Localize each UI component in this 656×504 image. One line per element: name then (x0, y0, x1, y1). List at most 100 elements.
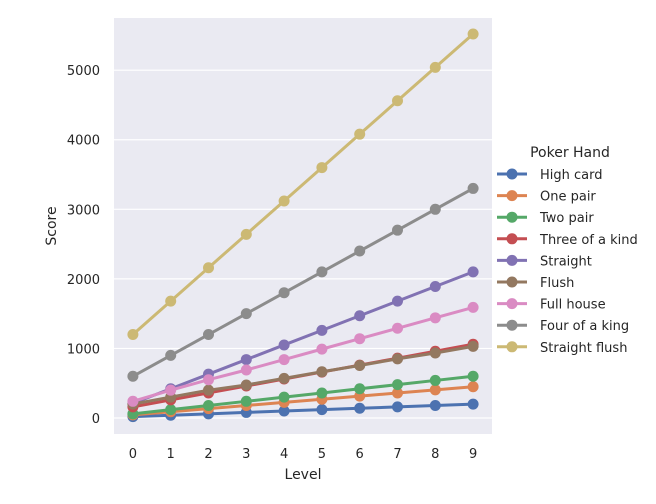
legend-item: Three of a kind (497, 233, 638, 248)
data-point (127, 329, 139, 341)
series-line (131, 344, 475, 406)
legend-item: Full house (497, 298, 606, 313)
legend-item: Four of a king (497, 319, 629, 334)
data-point (203, 262, 214, 274)
legend-label: High card (540, 168, 603, 183)
legend-marker (506, 341, 518, 353)
data-point (316, 324, 328, 336)
data-point (392, 322, 403, 334)
legend-marker (506, 233, 518, 245)
data-point (354, 359, 366, 371)
data-point (278, 372, 290, 384)
y-tick-label: 2000 (67, 273, 100, 288)
data-point (278, 391, 290, 403)
data-point (240, 395, 252, 407)
legend-item: Two pair (497, 211, 594, 226)
data-point (429, 399, 441, 411)
data-point (316, 343, 328, 355)
data-point (429, 312, 441, 324)
y-tick-label: 4000 (67, 134, 100, 149)
data-point (392, 353, 403, 365)
data-point (165, 384, 177, 396)
series-2 (127, 370, 479, 420)
data-point (278, 339, 290, 351)
data-point (467, 370, 479, 382)
data-point (354, 333, 366, 345)
data-point (203, 399, 214, 411)
data-point (278, 405, 290, 417)
x-tick-label: 2 (204, 447, 212, 462)
legend-label: Full house (540, 298, 606, 313)
series-5 (127, 340, 479, 410)
series-line (131, 186, 475, 378)
data-point (316, 404, 328, 416)
data-point (240, 364, 252, 376)
legend-label: Three of a kind (539, 233, 638, 248)
data-point (316, 162, 328, 174)
x-tick-label: 7 (393, 447, 401, 462)
x-tick-label: 3 (242, 447, 250, 462)
series-line (131, 374, 475, 416)
legend: Poker Hand High card One pair Two pair Thre… (497, 145, 638, 356)
legend-marker (506, 298, 518, 310)
x-tick-label: 5 (318, 447, 326, 462)
data-point (429, 374, 441, 386)
data-point (354, 383, 366, 395)
x-tick-label: 8 (431, 447, 439, 462)
data-point (278, 354, 290, 366)
data-point (165, 295, 177, 307)
legend-items: High card One pair Two pair Three of a kind… (497, 168, 638, 356)
legend-label: Two pair (539, 211, 594, 226)
gridlines (114, 69, 492, 419)
data-point (467, 266, 479, 278)
data-point (392, 387, 403, 399)
legend-marker (506, 319, 518, 331)
data-point (354, 402, 366, 414)
data-point (429, 281, 441, 293)
legend-label: Flush (540, 276, 574, 291)
data-point (467, 398, 479, 410)
series-line (131, 32, 475, 337)
series-8 (127, 28, 479, 341)
data-point (467, 182, 479, 194)
data-point (316, 266, 328, 278)
x-tick-label: 4 (280, 447, 288, 462)
data-point (392, 401, 403, 413)
data-point (429, 61, 441, 73)
x-axis-label: Level (285, 467, 322, 483)
legend-marker (506, 168, 518, 180)
series-4 (127, 266, 479, 409)
data-point (278, 195, 290, 207)
legend-label: Four of a king (540, 319, 629, 334)
data-point (316, 366, 328, 378)
legend-item: Flush (497, 276, 574, 291)
data-point (392, 379, 403, 391)
x-axis-ticks: 0 1 2 3 4 5 6 7 8 9 (129, 447, 477, 462)
data-point (392, 224, 403, 236)
data-point (429, 347, 441, 359)
data-point (203, 384, 214, 396)
series-6 (127, 301, 479, 407)
data-point (127, 370, 139, 382)
series-line (131, 270, 475, 405)
legend-label: Straight (540, 254, 592, 269)
legend-item: Straight (497, 254, 592, 269)
data-point (240, 308, 252, 320)
data-point (240, 379, 252, 391)
y-tick-label: 0 (92, 412, 100, 427)
legend-item: High card (497, 168, 603, 183)
series-line (131, 385, 475, 417)
data-point (316, 387, 328, 399)
data-point (127, 395, 139, 407)
data-point (165, 349, 177, 361)
legend-label: One pair (540, 190, 596, 205)
series-line (131, 305, 475, 403)
legend-item: Straight flush (497, 341, 627, 356)
data-point (354, 245, 366, 257)
legend-marker (506, 211, 518, 223)
x-tick-label: 1 (167, 447, 175, 462)
data-point (203, 374, 214, 386)
x-tick-label: 6 (356, 447, 364, 462)
